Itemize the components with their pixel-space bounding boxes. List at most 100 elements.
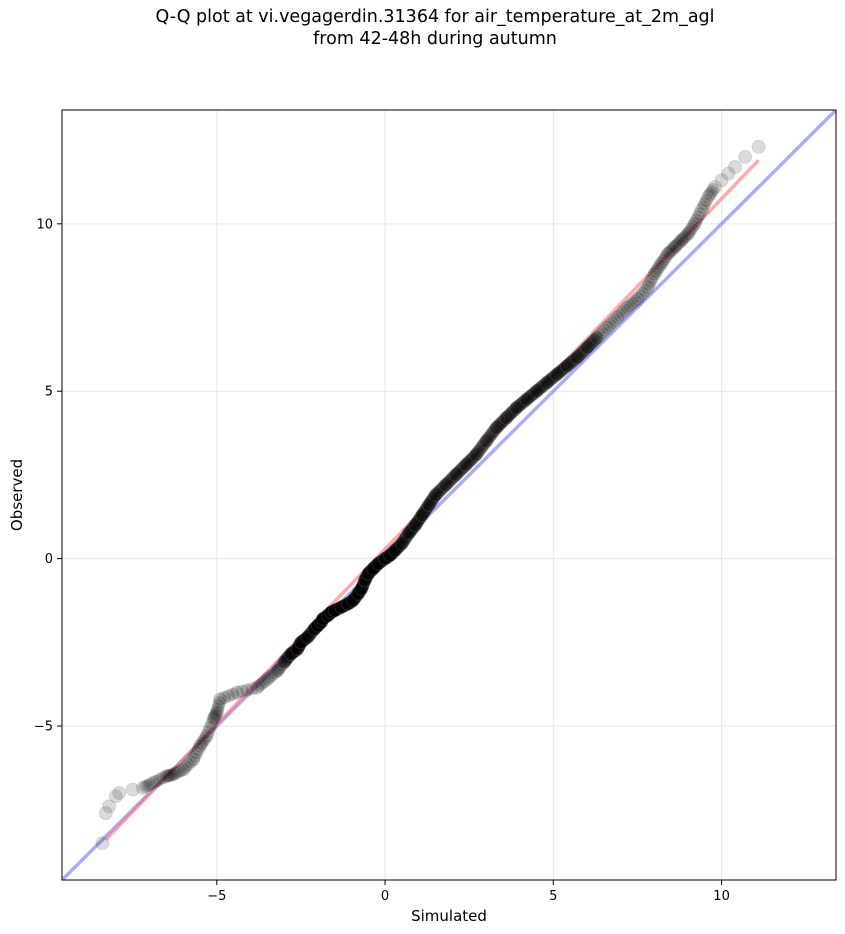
quantile-point-52-3	[452, 465, 466, 479]
quantile-point-14-3	[209, 707, 223, 721]
quantile-point-6-2	[141, 778, 155, 792]
quantile-point-10-2	[181, 758, 195, 771]
quantile-point-30-9	[324, 606, 338, 620]
quantile-point-5	[125, 782, 140, 797]
quantile-point-63-7	[567, 353, 581, 367]
quantile-point-17-2	[240, 683, 254, 697]
quantile-point-55-7	[486, 425, 500, 439]
quantile-point-59-6	[525, 388, 539, 402]
quantile-point-36-1	[351, 586, 365, 600]
quantile-point-34-5	[344, 595, 358, 609]
quantile-point-45-1	[396, 536, 410, 550]
quantile-point-77-2	[684, 222, 698, 236]
quantile-point-35-8	[350, 588, 364, 602]
quantile-point-61-4	[544, 373, 558, 386]
quantile-point-58-1	[510, 400, 524, 414]
quantile-point-7-2	[153, 773, 167, 787]
quantile-point-33-2	[336, 599, 350, 613]
quantile-point-59-5	[524, 388, 538, 402]
quantile-point-48-4	[418, 504, 432, 518]
quantile-point-24-2	[295, 634, 309, 648]
quantile-point-26-6	[309, 620, 323, 634]
quantile-point-38-5	[360, 570, 374, 584]
quantile-point-39-1	[362, 566, 376, 580]
quantile-point-68	[610, 310, 625, 325]
quantile-point-67-2	[605, 316, 619, 330]
quantile-point-36-4	[352, 585, 366, 599]
quantile-point-55	[479, 434, 494, 449]
quantile-point-74-2	[664, 244, 678, 258]
quantile-point-36-9	[354, 582, 368, 596]
quantile-point-69-3	[628, 294, 642, 308]
quantile-point-44-6	[392, 539, 406, 553]
quantile-point-29-4	[318, 611, 332, 625]
quantile-point-22-9	[290, 643, 304, 657]
quantile-point-48-7	[420, 501, 434, 515]
quantile-point-24-7	[299, 632, 313, 646]
quantile-point-73-2	[657, 252, 671, 266]
quantile-point-31-6	[326, 604, 340, 618]
x-tick-label-1: 0	[381, 889, 389, 904]
quantile-point-65-2	[582, 339, 596, 353]
quantile-point-41	[371, 556, 386, 571]
quantile-point-9-1	[169, 766, 183, 780]
quantile-point-22-3	[286, 646, 300, 660]
quantile-point-42-2	[379, 551, 393, 565]
quantile-point-45-7	[400, 530, 414, 544]
quantile-point-23	[290, 642, 305, 656]
quantile-point-51-4	[443, 474, 457, 488]
quantile-point-73	[654, 257, 669, 271]
quantile-point-37-3	[356, 579, 370, 593]
quantile-point-12-3	[198, 732, 212, 746]
quantile-point-61-6	[546, 371, 560, 385]
quantile-point-47-9	[414, 509, 428, 523]
y-tick-label-0: −5	[34, 720, 53, 735]
quantile-point-25-7	[305, 624, 319, 638]
quantile-point-23-6	[293, 638, 307, 652]
quantile-point-54-8	[477, 437, 491, 451]
quantile-point-41-8	[377, 553, 391, 567]
quantile-point-49-8	[427, 490, 441, 504]
quantile-point-19-2	[265, 668, 279, 682]
quantile-point-46-6	[406, 521, 420, 535]
quantile-point-46-8	[407, 520, 421, 534]
quantile-point-52	[448, 467, 463, 482]
quantile-point-60-6	[536, 379, 550, 393]
quantile-point-26-4	[309, 621, 323, 635]
quantile-point-28	[314, 615, 329, 630]
quantile-point-22-1	[285, 647, 299, 661]
quantile-points	[95, 139, 766, 851]
quantile-point-48-3	[417, 505, 431, 519]
quantile-point-71-1	[642, 277, 656, 291]
quantile-point-72-3	[652, 260, 666, 274]
quantile-point-46-2	[403, 525, 417, 539]
quantile-point-25-4	[303, 627, 317, 641]
quantile-point-20-1	[272, 662, 286, 676]
quantile-point-35-4	[348, 591, 362, 605]
quantile-point-62-8	[558, 361, 572, 375]
quantile-point-63-2	[562, 357, 576, 371]
quantile-point-55-9	[488, 422, 502, 436]
quantile-point-43-1	[384, 548, 398, 562]
quantile-point-32-2	[329, 603, 343, 617]
quantile-point-29-9	[320, 609, 334, 623]
quantile-point-58-7	[516, 395, 530, 409]
quantile-point-56	[489, 421, 504, 436]
quantile-point-48	[415, 508, 430, 523]
quantile-point-66-2	[595, 326, 609, 340]
quantile-point-52-1	[450, 467, 464, 481]
x-tick-label-0: −5	[207, 889, 226, 904]
quantile-point-65-5	[585, 336, 599, 350]
quantile-point-60-3	[533, 382, 547, 396]
quantile-point-35-9	[351, 587, 365, 601]
quantile-point-37-8	[357, 575, 371, 589]
quantile-point-6-3	[143, 777, 157, 791]
quantile-point-32-7	[332, 601, 346, 615]
quantile-point-86	[751, 139, 766, 154]
quantile-point-76	[674, 233, 689, 248]
quantile-point-9-2	[171, 765, 185, 779]
quantile-point-40-9	[371, 557, 385, 571]
quantile-point-57	[499, 411, 514, 425]
quantile-point-47-1	[409, 517, 423, 531]
quantile-point-49-2	[423, 496, 437, 510]
